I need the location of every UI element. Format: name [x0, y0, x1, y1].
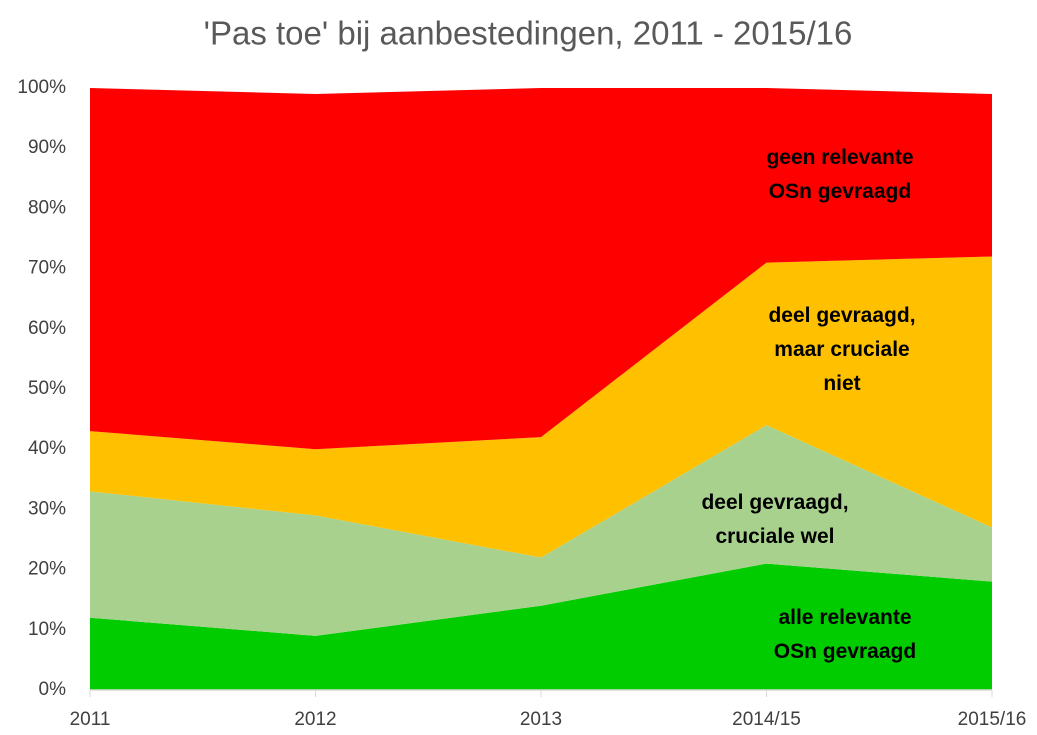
series-label-line: cruciale wel: [715, 525, 834, 548]
y-tick-label: 10%: [28, 619, 66, 640]
series-label: deel gevraagd, maar cruciale niet: [768, 304, 915, 395]
x-tick-label: 2015/16: [958, 709, 1027, 730]
y-tick-label: 60%: [28, 318, 66, 339]
y-tick-label: 70%: [28, 258, 66, 279]
series-label-line: OSn gevraagd: [769, 180, 911, 203]
series-label-line: niet: [823, 372, 860, 395]
series-label-line: alle relevante: [778, 606, 911, 629]
y-tick-label: 90%: [28, 137, 66, 158]
series-label: deel gevraagd, cruciale wel: [701, 491, 848, 548]
x-tick-label: 2014/15: [732, 709, 801, 730]
x-tick-label: 2012: [294, 709, 336, 730]
series-label-line: OSn gevraagd: [774, 640, 916, 663]
y-tick-label: 20%: [28, 559, 66, 580]
area: [90, 563, 992, 690]
y-tick-label: 50%: [28, 378, 66, 399]
series-label: alle relevante OSn gevraagd: [774, 606, 916, 663]
y-tick-label: 0%: [39, 679, 67, 700]
series-label-line: maar cruciale: [774, 338, 909, 361]
series-label-line: geen relevante: [766, 146, 913, 169]
series-label: geen relevante OSn gevraagd: [766, 146, 913, 203]
y-tick-label: 80%: [28, 197, 66, 218]
series-label-line: deel gevraagd,: [768, 304, 915, 327]
y-tick-label: 100%: [17, 77, 66, 98]
area: [90, 88, 992, 450]
y-tick-label: 40%: [28, 438, 66, 459]
area: [90, 256, 992, 558]
x-tick-label: 2011: [70, 709, 111, 730]
series-label-line: deel gevraagd,: [701, 491, 848, 514]
x-tick-label: 2013: [520, 709, 562, 730]
chart-title: 'Pas toe' bij aanbestedingen, 2011 - 201…: [204, 15, 853, 52]
area: [90, 425, 992, 636]
y-tick-label: 30%: [28, 498, 66, 519]
